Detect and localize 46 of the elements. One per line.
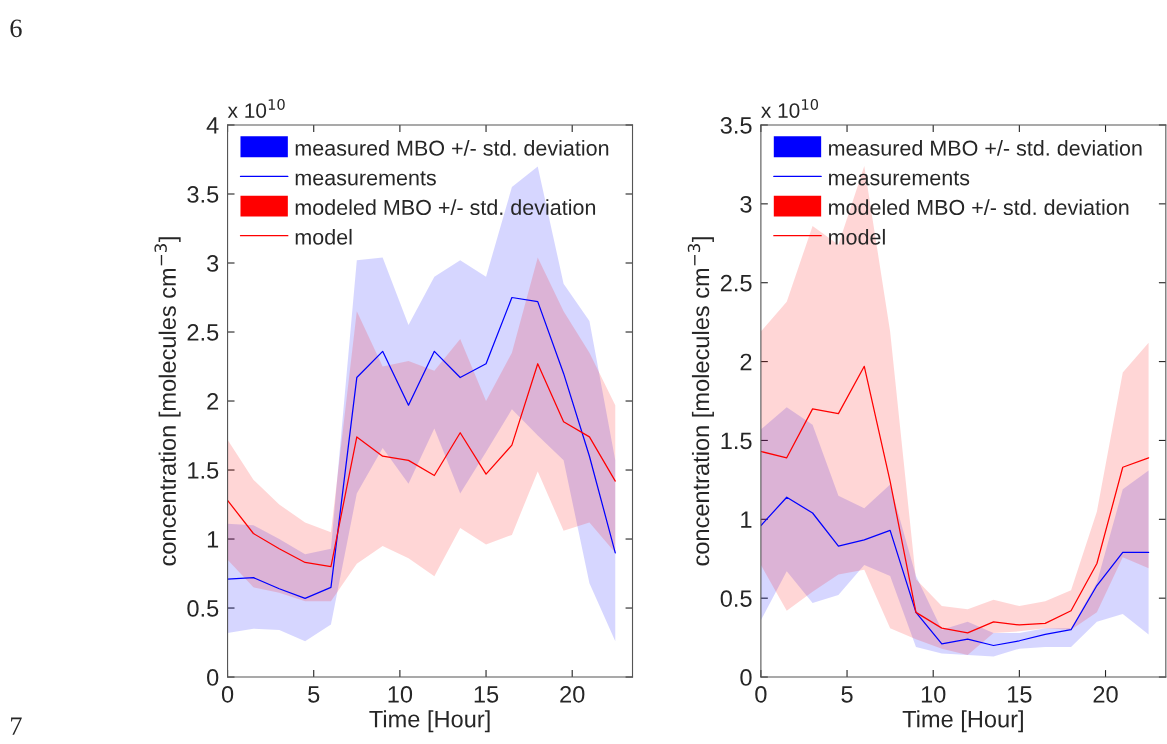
- y-tick-label: 2.5: [187, 324, 219, 341]
- y-tick-label: 3.5: [720, 117, 752, 134]
- x-tick-label: 5: [308, 686, 320, 703]
- x-tick-label: 10: [921, 686, 946, 703]
- y-tick-label: 4: [206, 117, 219, 134]
- line-series: [760, 496, 1150, 647]
- y-axis-title: concentration [molecules cm$^{−3}$]: [687, 237, 714, 566]
- x-tick-label: 10: [388, 686, 413, 703]
- y-tick-label: 2: [207, 393, 219, 410]
- y-tick-label: 1.5: [188, 462, 219, 479]
- y-axis-title: concentration [molecules cm$^{−3}$]: [154, 237, 181, 566]
- y-tick-label: 1.5: [721, 432, 752, 450]
- annotation: modeled MBO +/- std. deviation: [829, 199, 1129, 216]
- legend-label: model: [829, 228, 885, 245]
- text: 6: [10, 19, 22, 38]
- line-series: [227, 363, 616, 568]
- legend-label: model: [295, 228, 352, 245]
- x-axis-title: Time [Hour]: [902, 710, 1023, 733]
- legend-label: measurements: [829, 171, 970, 186]
- x-tick-label: 15: [474, 686, 499, 703]
- x-axis-title: Time [Hour]: [369, 710, 490, 733]
- y-tick-label: 0: [207, 669, 219, 686]
- text: 7: [11, 717, 22, 735]
- y-tick-label: 0.5: [720, 590, 752, 607]
- y-tick-label: 0: [740, 669, 752, 686]
- y-tick-label: 1: [207, 531, 219, 548]
- y-tick-label: 3.5: [187, 186, 219, 203]
- text: x 10$^{10}$: [761, 98, 819, 118]
- y-tick-label: 3: [207, 255, 219, 272]
- y-tick-label: 2: [740, 353, 752, 371]
- x-tick-label: 0: [755, 686, 767, 703]
- x-tick-label: 20: [1093, 686, 1118, 703]
- y-tick-label: 2.5: [720, 274, 752, 292]
- line-series: [760, 365, 1150, 634]
- x-tick-label: 20: [560, 686, 585, 703]
- annotation: measured MBO +/- std. deviation: [295, 139, 609, 156]
- x-tick-label: 5: [841, 686, 853, 703]
- y-tick-label: 0.5: [187, 600, 219, 617]
- annotation: modeled MBO +/- std. deviation: [295, 199, 596, 216]
- y-tick-label: 1: [741, 511, 752, 528]
- x-tick-label: 15: [1008, 686, 1032, 703]
- x-tick-label: 0: [221, 686, 234, 703]
- annotation: measured MBO +/- std. deviation: [829, 139, 1142, 156]
- y-tick-label: 3: [740, 195, 752, 213]
- legend-label: measurements: [295, 171, 436, 186]
- text: x 10$^{10}$: [227, 98, 285, 118]
